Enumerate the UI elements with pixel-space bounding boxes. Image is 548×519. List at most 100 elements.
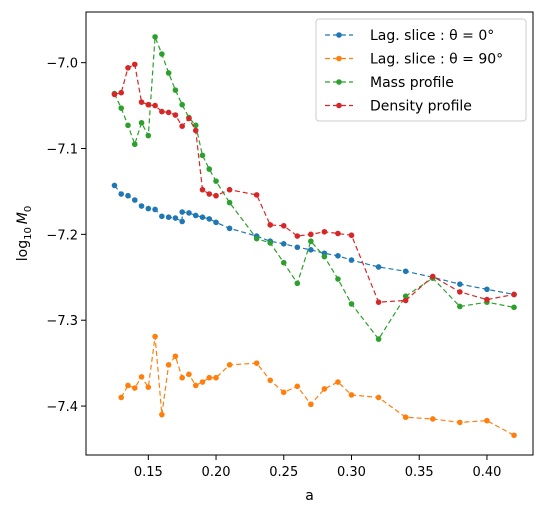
data-point (152, 102, 158, 109)
data-point (125, 382, 131, 389)
data-point (192, 382, 199, 389)
data-point (294, 383, 301, 390)
data-point (145, 205, 152, 212)
data-point (226, 199, 233, 206)
data-point (152, 333, 158, 340)
data-point (199, 214, 206, 220)
data-point (280, 241, 287, 247)
data-point (348, 257, 355, 263)
data-point (172, 353, 179, 360)
data-point (138, 119, 145, 126)
data-point (511, 291, 517, 298)
legend-label: Mass profile (370, 75, 454, 91)
data-point (280, 389, 287, 396)
data-point (138, 374, 145, 380)
data-point (213, 178, 219, 184)
data-point (321, 386, 328, 392)
data-point (206, 374, 213, 381)
data-point (159, 108, 165, 115)
x-tick-label: 0.20 (202, 465, 231, 480)
data-point (165, 70, 172, 76)
data-point (335, 253, 341, 259)
y-tick-label: −7.4 (46, 400, 78, 415)
data-point (131, 141, 138, 148)
series-2 (111, 34, 517, 342)
data-point (192, 122, 199, 129)
data-point (125, 192, 131, 199)
legend-entry: Density profile (325, 99, 472, 115)
data-point (186, 210, 192, 216)
data-point (348, 232, 355, 239)
data-point (402, 297, 409, 304)
y-axis-label-var-sub: 0 (23, 206, 34, 212)
data-point (199, 379, 206, 385)
data-point (335, 276, 341, 282)
data-point (308, 231, 314, 238)
data-point (165, 362, 172, 368)
data-point (118, 394, 125, 401)
data-point (206, 191, 213, 197)
y-axis: −7.4 −7.3 −7.2 −7.1 −7.0 (46, 57, 86, 415)
data-point (118, 105, 125, 111)
data-point (280, 259, 287, 266)
data-point (267, 240, 274, 246)
series-3 (111, 61, 517, 305)
data-point (294, 244, 301, 251)
data-point (375, 394, 382, 401)
data-point (213, 192, 219, 199)
series-0 (111, 182, 517, 298)
data-point (192, 212, 199, 219)
data-point (294, 233, 301, 239)
series-line (120, 336, 515, 436)
data-point (457, 303, 463, 310)
data-point (375, 299, 382, 305)
data-point (159, 411, 165, 418)
data-point (118, 191, 125, 197)
plot-frame (85, 11, 534, 456)
data-point (511, 304, 517, 311)
data-point (267, 222, 274, 228)
legend-entry: Mass profile (325, 75, 454, 91)
y-tick-label: −7.3 (46, 314, 78, 329)
data-point (335, 230, 341, 237)
data-point (165, 214, 172, 220)
data-point (226, 225, 233, 232)
data-point (348, 301, 355, 307)
legend: Lag. slice : θ = 0° Lag. slice : θ = 90° M… (315, 18, 527, 122)
data-point (111, 91, 118, 98)
data-point (321, 228, 328, 235)
data-point (375, 336, 382, 342)
data-point (206, 216, 213, 222)
legend-entry: Lag. slice : θ = 90° (325, 52, 503, 68)
data-point (213, 219, 219, 226)
data-point (179, 209, 185, 215)
data-point (159, 51, 165, 57)
data-point (348, 392, 355, 398)
data-point (172, 215, 179, 221)
legend-marker (336, 32, 342, 38)
data-point (179, 374, 185, 381)
x-axis: 0.15 0.20 0.25 0.30 0.35 0.40 (134, 455, 501, 480)
data-point (111, 182, 118, 189)
data-point (165, 109, 172, 116)
y-axis-label-base-sub: 10 (23, 227, 34, 240)
data-point (294, 280, 301, 287)
data-point (429, 273, 436, 280)
data-point (308, 247, 314, 253)
data-point (402, 414, 409, 421)
data-point (199, 152, 206, 159)
series-1 (118, 333, 517, 439)
legend-marker (336, 79, 342, 85)
y-axis-label-var: M (15, 212, 31, 224)
data-point (179, 218, 185, 225)
y-tick-label: −7.1 (46, 143, 78, 158)
legend-entry: Lag. slice : θ = 0° (325, 28, 494, 44)
data-point (226, 186, 233, 193)
data-point (131, 385, 138, 391)
data-point (179, 101, 185, 108)
data-point (145, 101, 152, 108)
legend-label: Lag. slice : θ = 0° (370, 28, 494, 44)
legend-label: Density profile (370, 99, 472, 115)
data-point (179, 123, 185, 129)
